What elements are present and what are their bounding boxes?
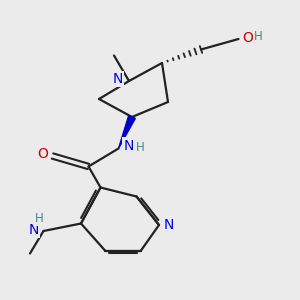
Polygon shape (118, 116, 135, 148)
Text: N: N (123, 139, 134, 152)
Text: N: N (29, 223, 39, 237)
Text: N: N (164, 218, 174, 232)
Text: H: H (35, 212, 44, 226)
Text: H: H (254, 30, 262, 43)
Text: H: H (136, 141, 145, 154)
Text: N: N (112, 72, 123, 86)
Text: O: O (242, 31, 253, 45)
Text: O: O (37, 147, 48, 161)
